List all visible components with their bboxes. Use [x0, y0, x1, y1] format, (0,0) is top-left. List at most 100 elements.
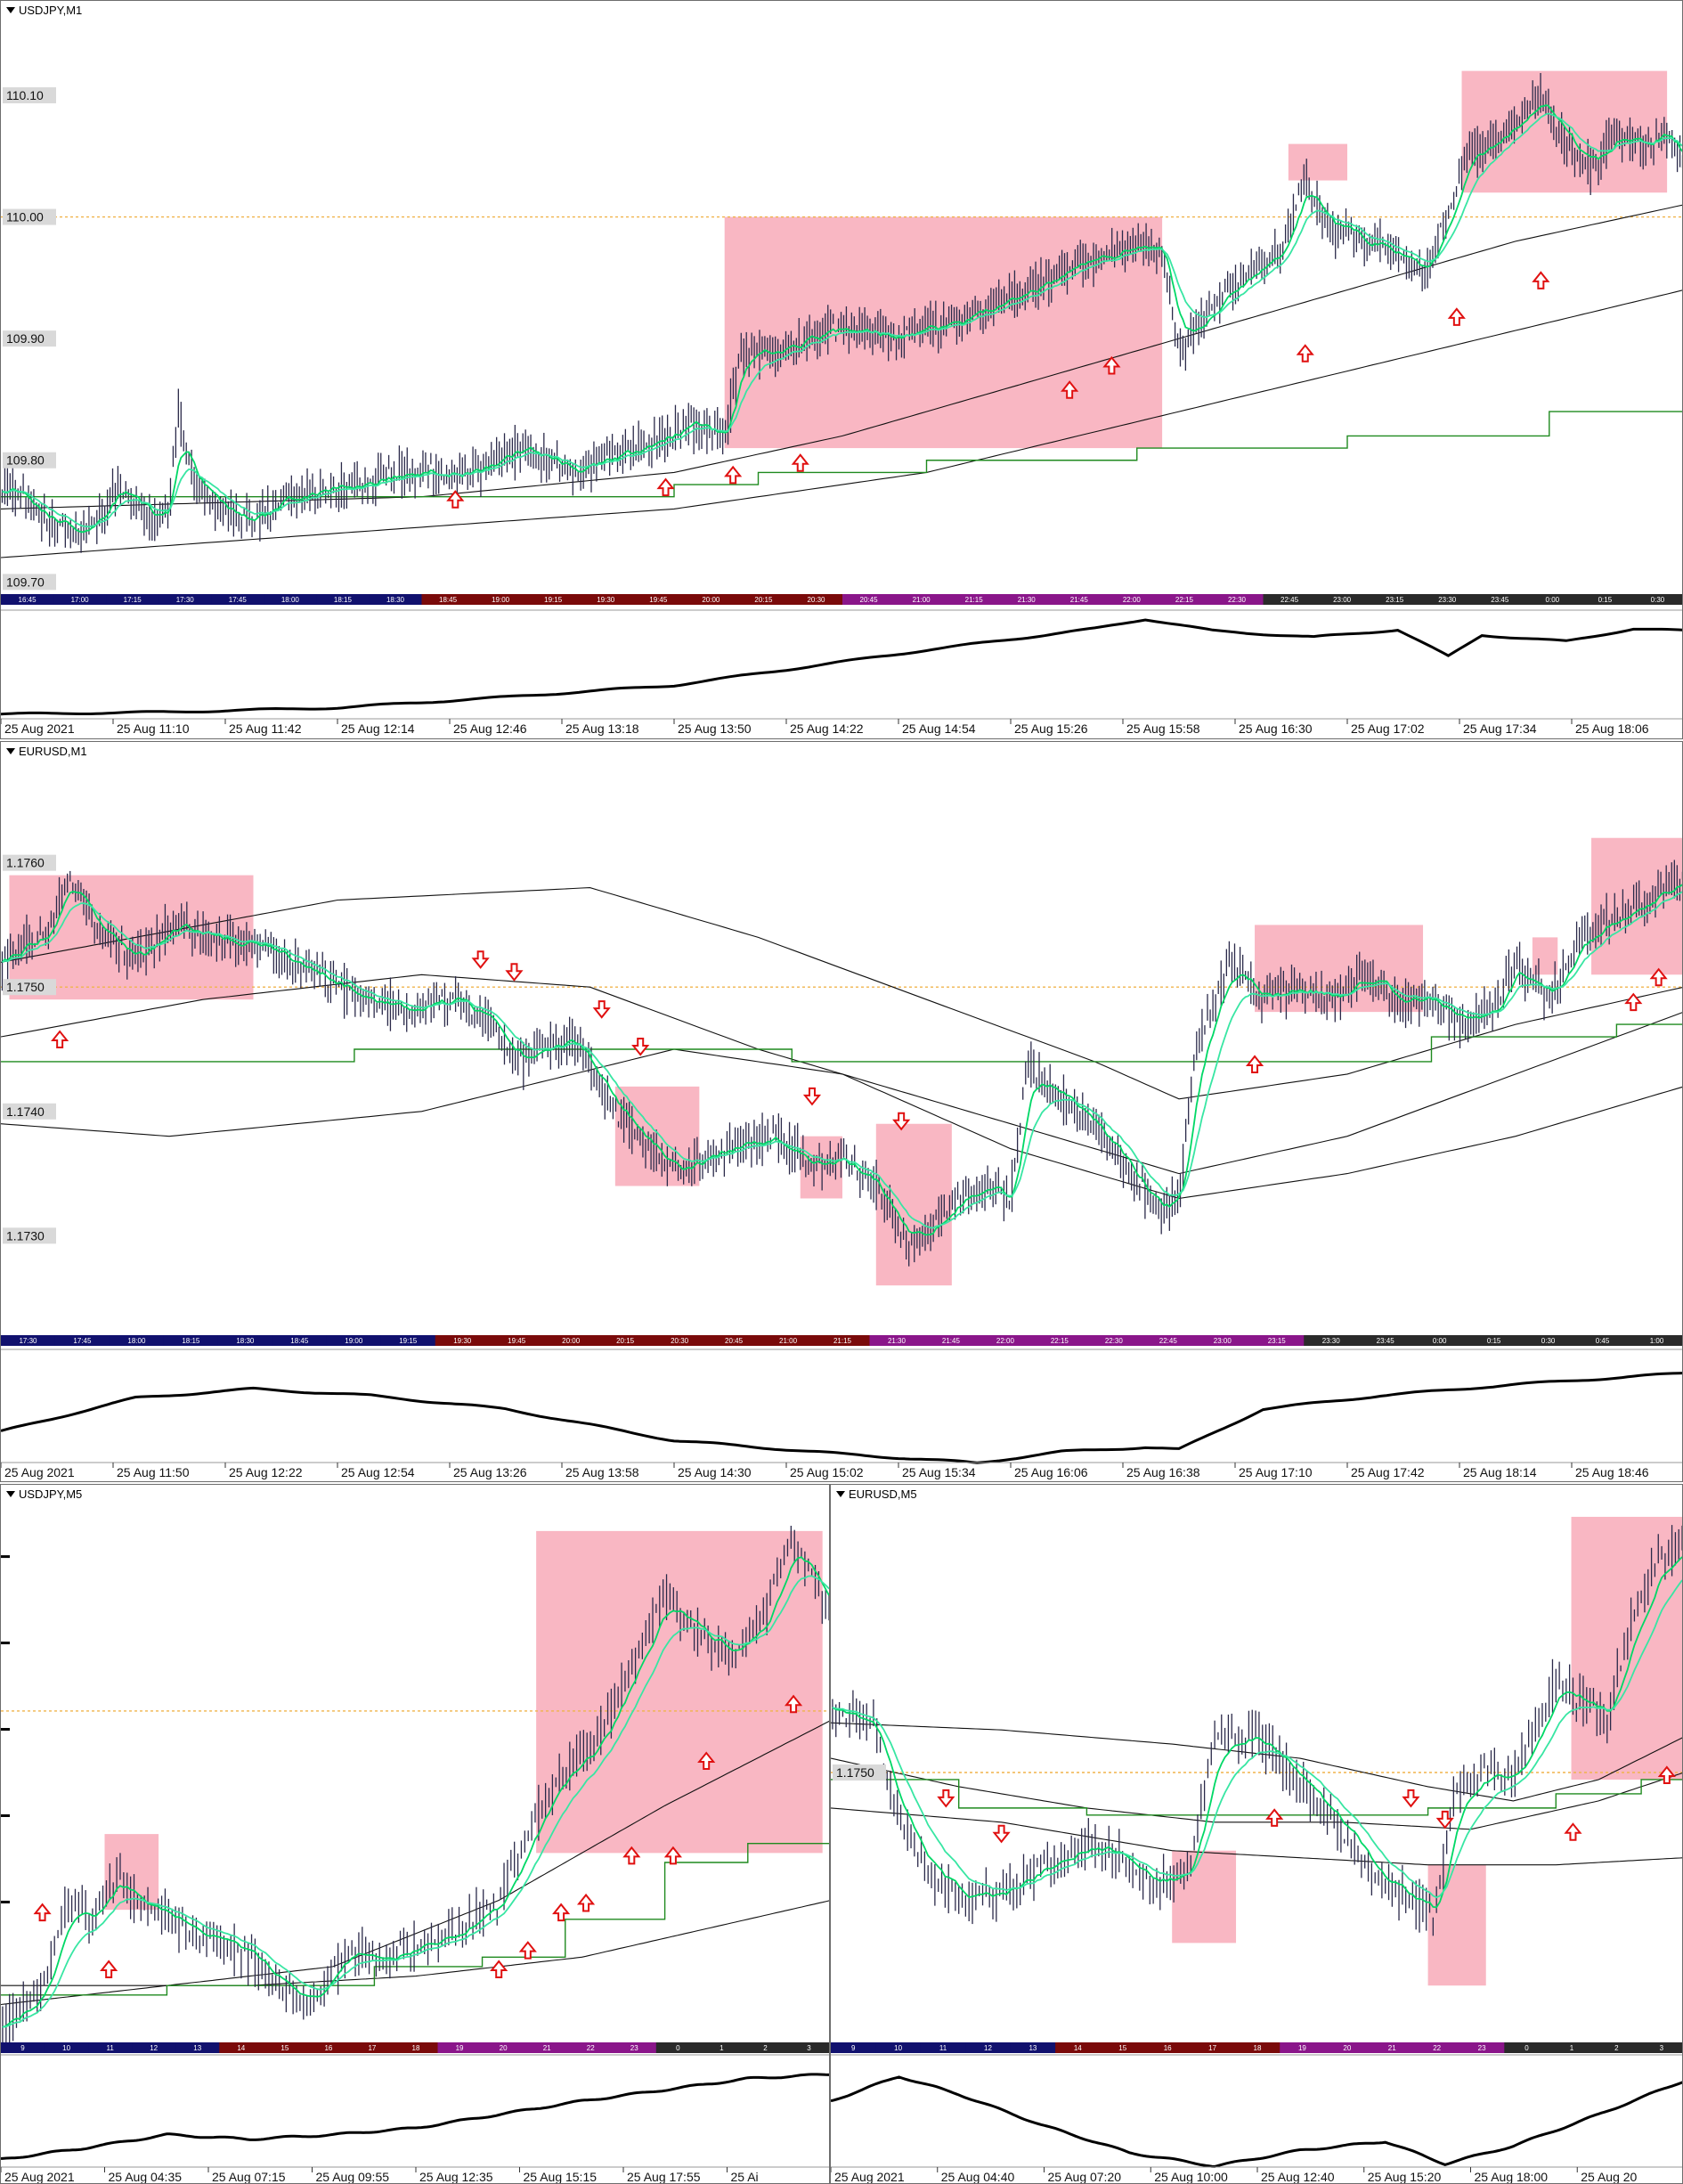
session-segment	[568, 2042, 614, 2053]
red-hollow-up-arrow-icon	[697, 1751, 716, 1771]
dropdown-triangle-icon[interactable]	[836, 1491, 845, 1497]
session-segment	[875, 2042, 922, 2053]
time-tick-label: 25 Aug 16:38	[1126, 1465, 1200, 1479]
trailing-stop-line	[1, 1843, 829, 1996]
time-tick-label: 25 Aug 12:22	[229, 1465, 303, 1479]
highlight-zone	[9, 875, 254, 1000]
session-time-label: 19:15	[544, 596, 563, 604]
session-segment	[1521, 1335, 1577, 1346]
session-segment	[1158, 594, 1212, 605]
price-label-box	[3, 330, 56, 347]
chart-window-eurusd-m5[interactable]: 1.1750 9 10 11 12 13 14 15 16 17 18 19 20 21 22 23 0 1 2 3 2…	[830, 1484, 1683, 2184]
time-tick-label: 25 Aug 15:58	[1126, 721, 1200, 736]
session-segment	[869, 1335, 925, 1346]
session-segment	[132, 2042, 177, 2053]
session-segment	[1304, 1335, 1360, 1346]
session-time-label: 22:15	[1051, 1337, 1069, 1345]
red-hollow-up-arrow-icon	[1624, 992, 1643, 1012]
session-time-label: 19:00	[492, 596, 510, 604]
price-label-box	[833, 1764, 886, 1781]
red-hollow-up-arrow-icon	[622, 1846, 641, 1865]
dropdown-triangle-icon[interactable]	[6, 7, 15, 13]
session-segment	[831, 2042, 877, 2053]
session-time-label: 22	[587, 2044, 595, 2052]
time-tick-label: 25 Aug 04:35	[109, 2170, 183, 2184]
price-label-box	[3, 1227, 56, 1244]
chart-window-title[interactable]: USDJPY,M1	[6, 4, 82, 17]
session-time-label: 23:00	[1333, 596, 1352, 604]
session-segment	[264, 594, 318, 605]
session-segment	[53, 594, 108, 605]
time-tick-label: 25 Aug 18:14	[1463, 1465, 1537, 1479]
session-time-label: 12	[150, 2044, 158, 2052]
session-segment	[736, 594, 791, 605]
chart-window-eurusd-m1[interactable]: 1.1760 1.1750 1.1740 1.1730 17:30 17:45 18:00 1…	[0, 741, 1683, 1482]
red-hollow-up-arrow-icon	[1447, 307, 1466, 326]
session-time-label: 22:00	[1123, 596, 1142, 604]
session-time-label: 18:00	[127, 1337, 146, 1345]
moving-average-line	[1, 887, 1682, 1100]
chart-window-usdjpy-m1[interactable]: 110.10 110.00 109.90 109.80 109.70 16:45 17:00…	[0, 0, 1683, 739]
red-hollow-down-arrow-icon	[937, 1789, 955, 1808]
session-time-label: 11	[106, 2044, 114, 2052]
dropdown-triangle-icon[interactable]	[6, 748, 15, 754]
session-segment	[369, 594, 423, 605]
session-segment	[526, 594, 581, 605]
session-segment	[786, 2042, 829, 2053]
session-segment	[1234, 2042, 1281, 2053]
session-segment	[652, 1335, 708, 1346]
time-tick-label: 25 Aug 14:54	[902, 721, 976, 736]
chart-window-title[interactable]: EURUSD,M5	[836, 1487, 917, 1501]
session-segment	[1324, 2042, 1371, 2053]
session-time-label: 23:45	[1377, 1337, 1395, 1345]
session-time-label: 0	[1524, 2044, 1529, 2052]
session-time-label: 18:30	[236, 1337, 255, 1345]
session-time-label: 18	[412, 2044, 420, 2052]
chart-window-usdjpy-m5[interactable]: 9 10 11 12 13 14 15 16 17 18 19 20 21 22 23 0 1 2 3 25 Aug …	[0, 1484, 830, 2184]
chart-symbol-label: EURUSD,M5	[849, 1487, 917, 1501]
session-time-label: 18:15	[182, 1337, 200, 1345]
red-hollow-up-arrow-icon	[1649, 967, 1668, 987]
dropdown-triangle-icon[interactable]	[6, 1491, 15, 1497]
session-time-label: 20:30	[807, 596, 825, 604]
session-time-label: 0:15	[1487, 1337, 1501, 1345]
price-tick-label: 110.00	[6, 210, 44, 224]
chart-window-title[interactable]: USDJPY,M5	[6, 1487, 82, 1501]
session-segment	[217, 1335, 273, 1346]
session-strip: 16:45 17:00 17:15 17:30 17:45 18:00 18:15 18:30…	[1, 594, 1682, 605]
moving-average-line	[831, 1757, 1682, 1830]
session-segment	[437, 2042, 483, 2053]
session-time-label: 19	[1298, 2044, 1306, 2052]
highlight-zone	[1427, 1864, 1486, 1986]
moving-average-line	[1, 1048, 1682, 1200]
session-time-label: 2	[763, 2044, 768, 2052]
session-time-label: 19:45	[649, 596, 668, 604]
session-time-label: 21:15	[833, 1337, 852, 1345]
time-tick-label: 25 Aug 13:18	[565, 721, 639, 736]
session-segment	[699, 2042, 744, 2053]
session-segment	[655, 2042, 701, 2053]
session-time-label: 21	[543, 2044, 551, 2052]
session-segment	[1144, 2042, 1191, 2053]
time-tick-label: 25 Aug 16:06	[1014, 1465, 1088, 1479]
session-time-label: 20:45	[860, 596, 879, 604]
usdjpy-m1-chart: 110.10 110.00 109.90 109.80 109.70 16:45 17:00…	[1, 70, 1682, 736]
session-time-label: 22:00	[996, 1337, 1015, 1345]
session-segment	[1420, 594, 1475, 605]
red-hollow-up-arrow-icon	[552, 1903, 571, 1922]
ema-fast-line	[2, 1556, 829, 2028]
session-segment	[1280, 2042, 1326, 2053]
session-time-label: 19	[456, 2044, 464, 2052]
time-tick-label: 25 Aug 2021	[4, 721, 75, 736]
session-segment	[842, 594, 897, 605]
time-tick-label: 25 Aug 17:02	[1351, 721, 1425, 736]
ema-fast-line	[832, 1556, 1682, 1909]
ema-slow-line	[2, 112, 1682, 528]
red-hollow-up-arrow-icon	[51, 1030, 69, 1049]
price-tick-label: 1.1730	[6, 1228, 45, 1243]
session-segment	[743, 2042, 788, 2053]
time-tick-label: 25 Aug 07:20	[1048, 2170, 1122, 2184]
session-time-label: 14	[237, 2044, 245, 2052]
red-hollow-up-arrow-icon	[100, 1960, 118, 1978]
chart-window-title[interactable]: EURUSD,M1	[6, 745, 87, 758]
